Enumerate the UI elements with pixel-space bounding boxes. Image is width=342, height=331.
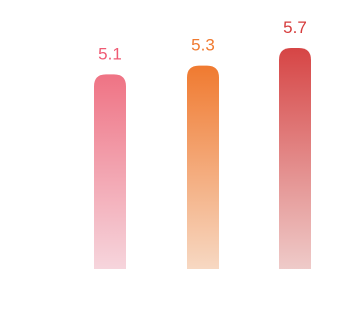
bar-2 — [187, 65, 219, 299]
value-label-1: 5.1 — [98, 44, 122, 63]
bar-base-1 — [94, 269, 126, 301]
bar-3 — [279, 48, 311, 299]
bar-bases-layer — [94, 269, 311, 301]
bar-1 — [94, 74, 126, 299]
bar-base-3 — [279, 269, 311, 301]
bars-layer — [94, 48, 311, 299]
value-label-2: 5.3 — [191, 36, 215, 55]
bar-base-2 — [187, 269, 219, 301]
value-labels-layer: 5.1 5.3 5.7 — [98, 18, 307, 63]
value-label-3: 5.7 — [283, 18, 307, 37]
